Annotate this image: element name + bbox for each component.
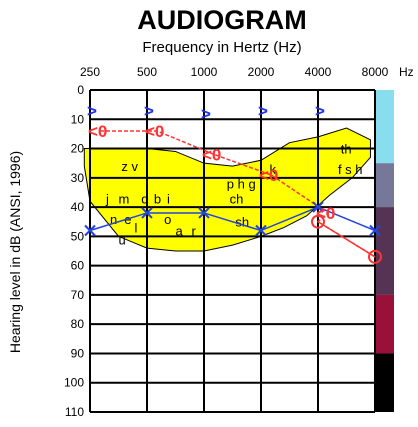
x-marker-8000-b (369, 224, 381, 237)
y-tick-50: 50 (71, 229, 85, 243)
y-tick-100: 100 (64, 376, 84, 390)
y-tick-30: 30 (71, 171, 85, 185)
speech-sound-16: sh (235, 215, 249, 230)
series-line-1 (89, 206, 376, 232)
speech-sound-12: a (176, 224, 184, 239)
speech-sound-6: i (167, 191, 170, 206)
bone-marker-1: > (87, 101, 97, 120)
x-tick-1000: 1000 (191, 65, 218, 79)
series-markers: <0 <0 <0 <0 <0 > > > > > (84, 101, 382, 264)
severity-band-4 (375, 294, 394, 354)
speech-sound-11: o (164, 212, 171, 227)
bone-marker-4: > (258, 101, 268, 120)
severity-band-2 (375, 163, 394, 208)
x-tick-250: 250 (80, 65, 100, 79)
bone-marker-3: > (201, 104, 211, 123)
severity-bands (375, 90, 394, 412)
y-tick-70: 70 (71, 288, 85, 302)
bone-marker-5: > (315, 101, 325, 120)
speech-sound-9: l (134, 221, 137, 236)
speech-sound-18: th (341, 142, 352, 157)
speech-sound-10: u (119, 232, 126, 247)
speech-sound-2: j (105, 191, 109, 206)
x-tick-500: 500 (137, 65, 157, 79)
x-axis-label: Frequency in Hertz (Hz) (142, 39, 301, 56)
speech-sound-5: b (154, 191, 161, 206)
unmasked-marker-4: <0 (259, 166, 278, 185)
y-tick-60: 60 (71, 259, 85, 273)
unmasked-marker-5: <0 (316, 204, 335, 223)
speech-sound-13: r (191, 224, 196, 239)
y-tick-0: 0 (77, 83, 84, 97)
unmasked-marker-2: <0 (145, 122, 164, 141)
y-tick-40: 40 (71, 200, 85, 214)
speech-sound-7: n (110, 212, 117, 227)
y-tick-10: 10 (71, 112, 85, 126)
x-tick-labels: 250 500 1000 2000 4000 8000 (80, 65, 389, 79)
x-marker-4000-b (312, 201, 324, 213)
speech-sound-19: f s h (338, 162, 363, 177)
unmasked-marker-3: <0 (202, 145, 221, 164)
chart-title: AUDIOGRAM (137, 5, 307, 35)
o-marker-4000 (311, 214, 325, 229)
y-tick-110: 110 (65, 405, 84, 419)
severity-band-3 (375, 207, 394, 295)
severity-band-5 (375, 353, 394, 412)
severity-band-1 (375, 90, 394, 164)
speech-sound-14: p h g (227, 177, 256, 192)
x-axis-unit: Hz (399, 65, 414, 79)
x-tick-2000: 2000 (248, 65, 275, 79)
x-marker-1000-b (198, 207, 210, 219)
speech-sound-3: m (119, 191, 130, 206)
speech-sound-17: k (270, 162, 277, 177)
bone-marker-2: > (144, 101, 154, 120)
x-marker-2000-b (255, 224, 267, 237)
x-tick-4000: 4000 (305, 65, 332, 79)
y-tick-20: 20 (71, 142, 85, 156)
unmasked-marker-1: <0 (88, 122, 107, 141)
y-tick-90: 90 (71, 346, 85, 360)
series-lines (89, 130, 376, 258)
speech-sound-4: d (141, 191, 148, 206)
speech-sound-15: ch (230, 191, 244, 206)
y-axis-label: Hearing level in dB (ANSI, 1996) (7, 151, 23, 353)
y-tick-labels: 0 10 20 30 40 50 60 70 80 90 100 110 (64, 83, 84, 419)
grid (89, 89, 376, 413)
o-marker-8000 (368, 249, 382, 264)
unmasked-line (100, 130, 376, 258)
y-tick-80: 80 (71, 317, 85, 331)
speech-sound-1: z v (121, 159, 138, 174)
x-marker-500-b (141, 207, 153, 219)
x-marker-250-b (84, 224, 96, 237)
x-tick-8000: 8000 (362, 65, 389, 79)
